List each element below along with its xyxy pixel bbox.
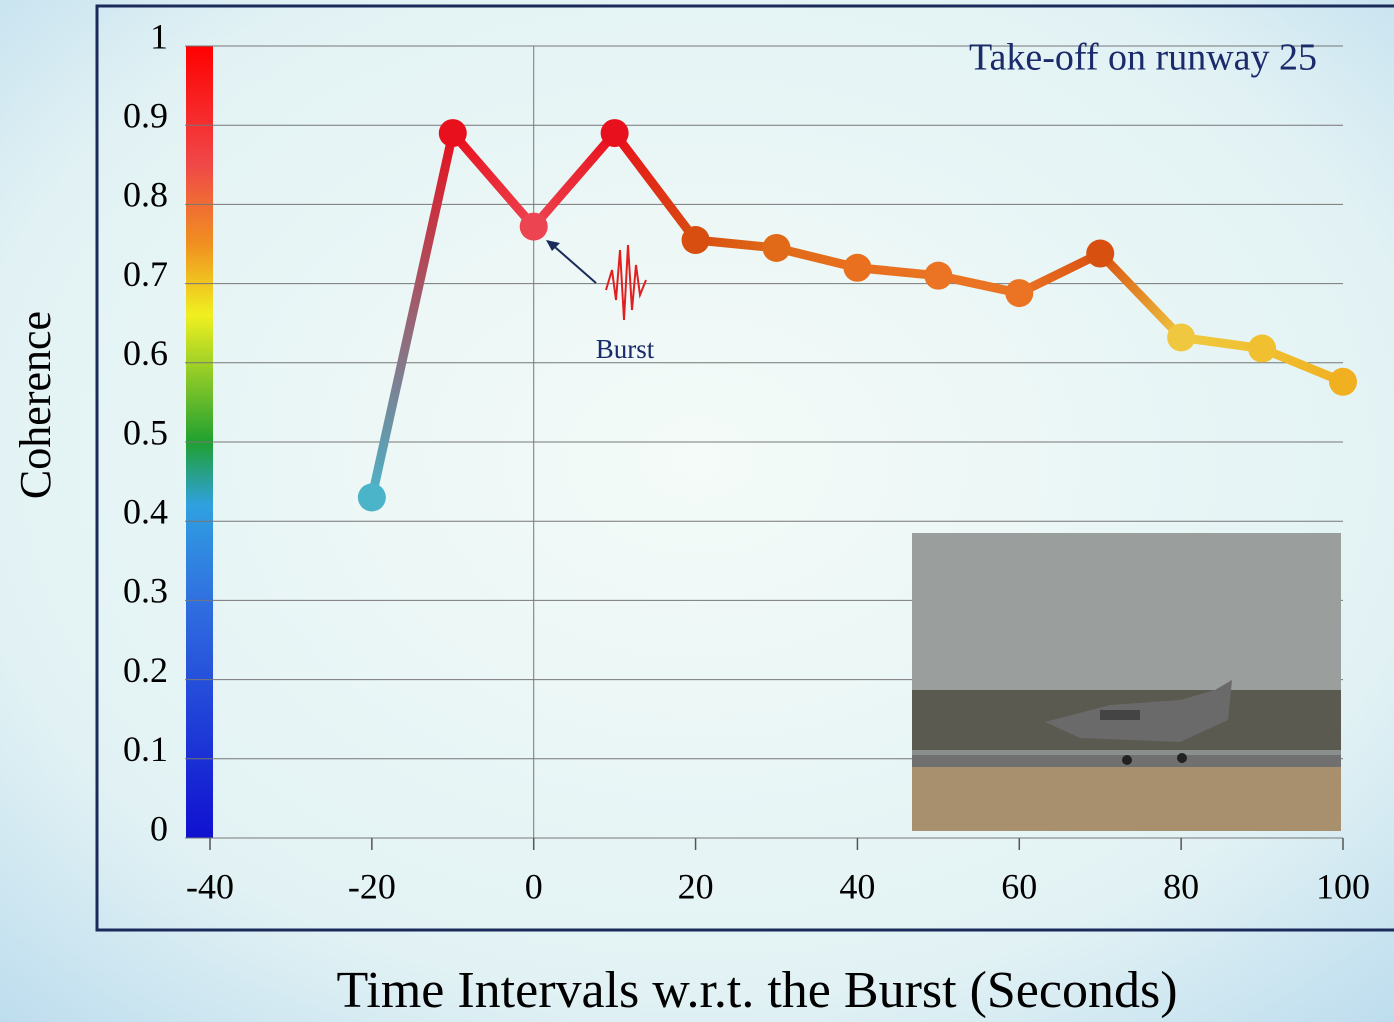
x-tick-label: 0 bbox=[525, 866, 543, 906]
point bbox=[681, 226, 710, 255]
y-tick-label: 0.3 bbox=[123, 571, 168, 611]
annotation: Take-off on runway 25 bbox=[969, 37, 1317, 79]
x-axis-label: Time Intervals w.r.t. the Burst (Seconds… bbox=[336, 962, 1177, 1019]
y-tick-label: 0.6 bbox=[123, 333, 168, 373]
line-segment bbox=[1014, 249, 1105, 298]
line-segment bbox=[529, 128, 620, 232]
point bbox=[1329, 367, 1357, 396]
line-segment bbox=[367, 128, 458, 502]
burst-arrow bbox=[547, 240, 597, 284]
x-tick-label: 40 bbox=[839, 866, 875, 906]
point bbox=[519, 212, 548, 241]
line-segment bbox=[1095, 249, 1186, 342]
y-tick-label: 0 bbox=[150, 808, 168, 848]
x-tick-label: 20 bbox=[678, 866, 714, 906]
y-tick-label: 0.1 bbox=[123, 729, 168, 769]
point bbox=[762, 233, 791, 262]
line-segment bbox=[1257, 344, 1348, 387]
point bbox=[1086, 239, 1115, 268]
y-tick-label: 0.7 bbox=[123, 254, 168, 294]
x-tick-label: 60 bbox=[1001, 866, 1037, 906]
burst-label: Burst bbox=[596, 334, 655, 364]
burst-arrowhead bbox=[546, 240, 560, 251]
point bbox=[1248, 334, 1277, 363]
burst-icon bbox=[605, 244, 647, 321]
y-tick-label: 1 bbox=[150, 16, 168, 56]
point bbox=[843, 253, 872, 282]
point bbox=[1167, 323, 1196, 352]
y-tick-label: 0.2 bbox=[123, 650, 168, 690]
y-tick-label: 0.9 bbox=[123, 95, 168, 135]
line-segment bbox=[448, 128, 539, 232]
x-tick-label: 100 bbox=[1316, 866, 1370, 906]
x-tick-label: 80 bbox=[1163, 866, 1199, 906]
y-tick-label: 0.4 bbox=[123, 491, 168, 531]
point bbox=[438, 119, 467, 148]
line-segment bbox=[610, 128, 701, 245]
y-axis-label: Coherence bbox=[11, 311, 60, 499]
y-tick-label: 0.8 bbox=[123, 175, 168, 215]
frame bbox=[95, 4, 1394, 932]
y-tick-label: 0.5 bbox=[123, 412, 168, 452]
x-tick-label: -20 bbox=[348, 866, 396, 906]
point bbox=[600, 119, 629, 148]
point bbox=[924, 261, 953, 290]
x-tick-label: -40 bbox=[186, 866, 234, 906]
point bbox=[1005, 279, 1034, 308]
inset-photo bbox=[912, 533, 1341, 831]
point bbox=[357, 483, 386, 512]
